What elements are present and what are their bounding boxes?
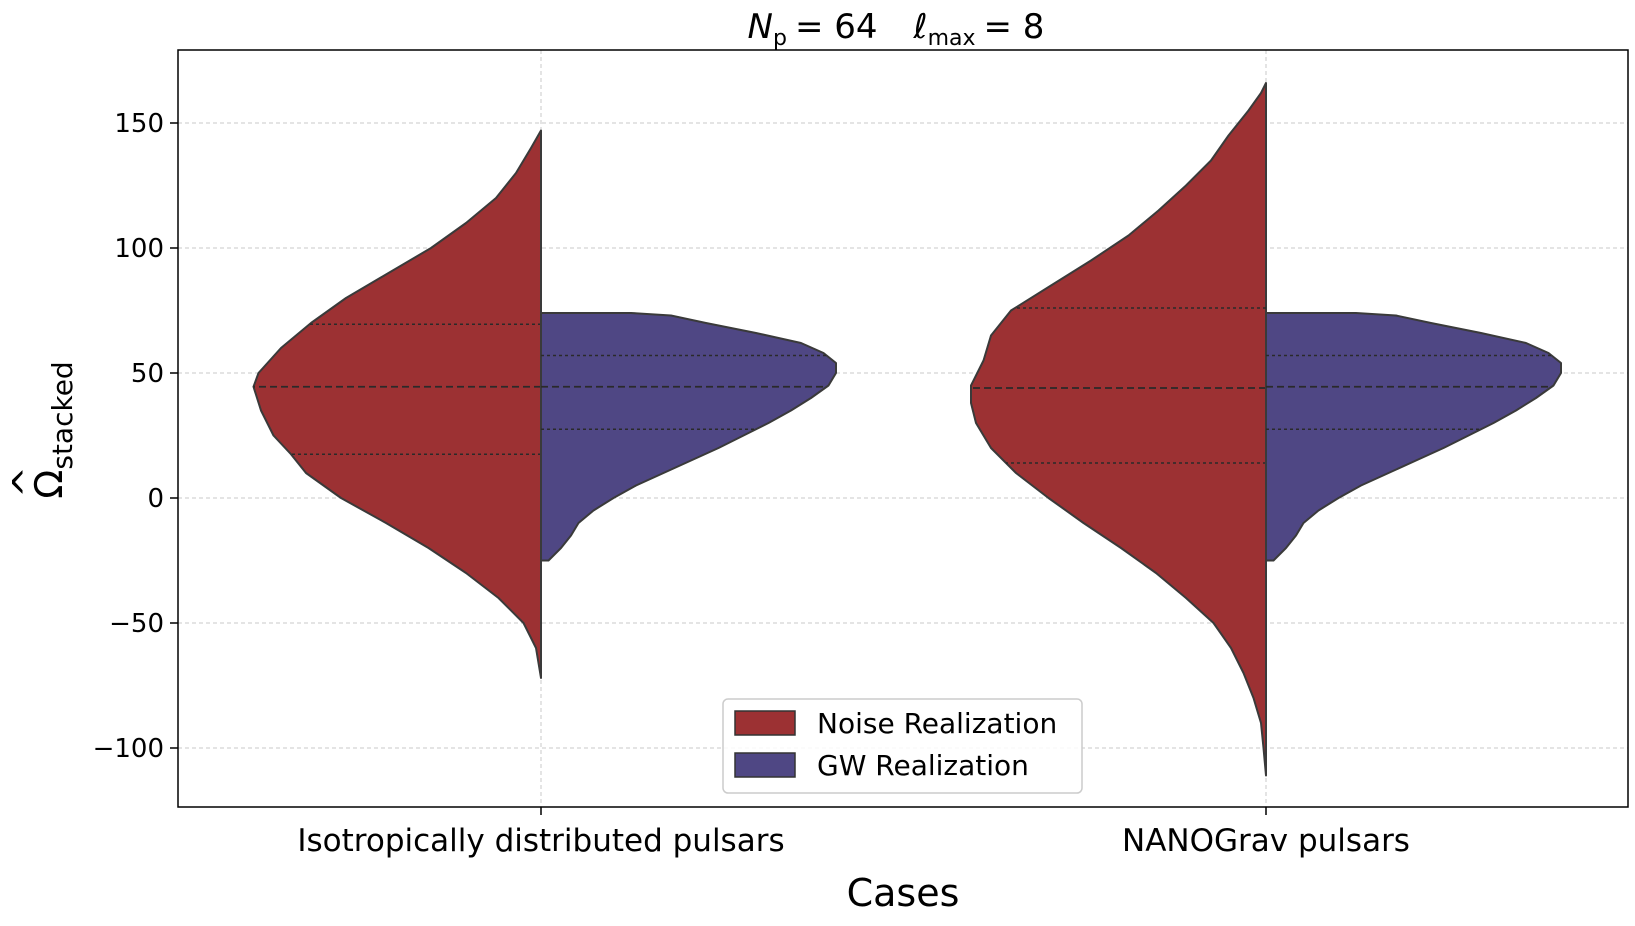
violin-body	[252, 129, 542, 679]
y-tick-label: 50	[131, 359, 164, 389]
y-tick-label: −50	[109, 609, 164, 639]
violin-gw-1	[540, 312, 837, 562]
violin-noise-1	[252, 129, 542, 679]
violin-noise-2	[970, 82, 1267, 777]
y-tick-label: 100	[114, 234, 164, 264]
legend: Noise Realization GW Realization	[722, 698, 1083, 794]
chart-title: Np = 64 ℓmax = 8	[748, 7, 1045, 51]
y-axis-title-subscript: stacked	[46, 361, 79, 469]
title-l-value: = 8	[984, 7, 1045, 47]
violin-gw-2	[1265, 312, 1562, 562]
title-n-subscript: p	[773, 26, 787, 51]
y-axis-title: Ωstacked ^	[5, 361, 79, 498]
violins	[252, 82, 1562, 777]
x-tick-label: Isotropically distributed pulsars	[297, 823, 784, 859]
x-tick-label: NANOGrav pulsars	[1122, 823, 1410, 859]
title-l-subscript: max	[928, 26, 976, 51]
title-l-symbol: ℓ	[913, 7, 928, 47]
svg-text:Ωstacked: Ωstacked	[27, 361, 79, 498]
y-tick-label: −100	[93, 734, 164, 764]
legend-swatch-gw	[734, 752, 796, 778]
x-axis-title: Cases	[847, 871, 960, 915]
title-n-symbol: N	[748, 7, 773, 47]
violin-body	[540, 312, 837, 562]
violin-body	[1265, 312, 1562, 562]
y-tick-label: 0	[147, 484, 164, 514]
legend-swatch-noise	[734, 710, 796, 736]
y-axis-title-hat: ^	[5, 466, 49, 498]
title-n-value: = 64	[795, 7, 878, 47]
legend-frame	[722, 698, 1083, 794]
y-axis-title-symbol: Ω	[27, 470, 71, 499]
legend-label-noise: Noise Realization	[817, 707, 1057, 740]
y-axis: 150 100 50 0 −50 −100	[93, 109, 178, 764]
plot-area-frame	[177, 49, 1629, 808]
y-tick-label: 150	[114, 109, 164, 139]
x-axis: Isotropically distributed pulsars NANOGra…	[297, 807, 1410, 859]
legend-label-gw: GW Realization	[817, 749, 1029, 782]
violin-body	[970, 82, 1267, 777]
